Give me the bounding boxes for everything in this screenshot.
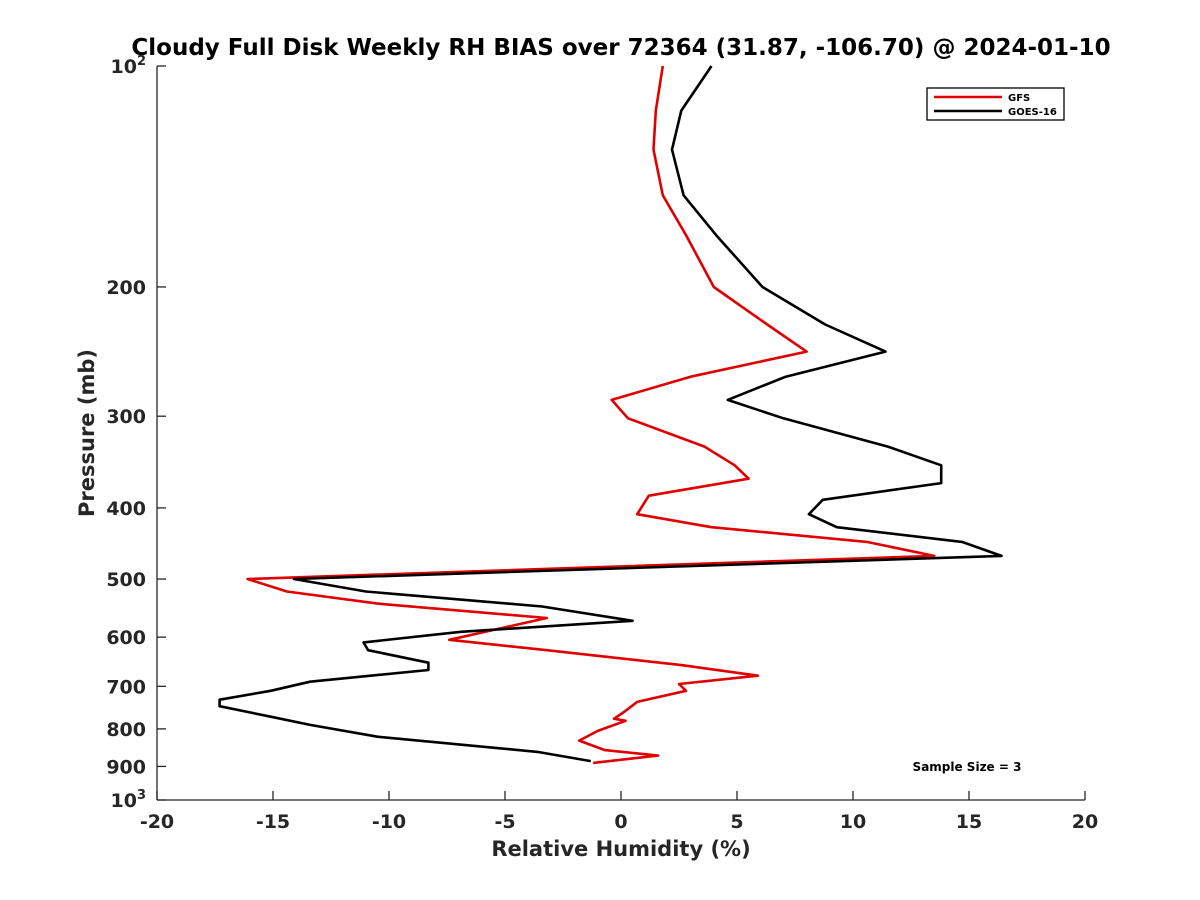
- y-tick-label: 600: [106, 627, 146, 649]
- y-tick-label: 200: [106, 277, 146, 299]
- legend: GFS GOES-16: [926, 87, 1065, 121]
- x-axis-label: Relative Humidity (%): [491, 837, 750, 861]
- y-tick-label: 103: [111, 788, 147, 812]
- y-tick-label: 800: [106, 719, 146, 741]
- y-tick-label: 700: [106, 676, 146, 698]
- legend-label: GOES-16: [1008, 107, 1057, 118]
- y-tick-label: 500: [106, 569, 146, 591]
- y-tick-label-base: 10: [111, 56, 137, 78]
- series-goes-16: [218, 65, 1003, 763]
- x-tick-label: -15: [256, 811, 290, 833]
- y-tick-label: 300: [106, 406, 146, 428]
- y-tick-label: 900: [106, 756, 146, 778]
- x-tick-label: 0: [614, 811, 627, 833]
- series-line: [218, 65, 1003, 763]
- y-tick-label-exponent: 2: [137, 54, 146, 69]
- series-layer: [218, 65, 1003, 765]
- y-tick-label: 400: [106, 498, 146, 520]
- x-tick-label: -20: [140, 811, 174, 833]
- x-tick-label: 15: [956, 811, 982, 833]
- series-line: [246, 65, 936, 765]
- y-axis-label: Pressure (mb): [75, 349, 99, 517]
- x-tick-label: -10: [372, 811, 406, 833]
- x-tick-label: -5: [494, 811, 515, 833]
- x-axis-ticks: -20 -15 -10 -5 0 5 10 15 20: [140, 791, 1098, 833]
- x-tick-label: 10: [840, 811, 866, 833]
- series-gfs: [246, 65, 936, 765]
- x-tick-label: 20: [1072, 811, 1098, 833]
- legend-label: GFS: [1008, 93, 1030, 104]
- x-tick-label: 5: [730, 811, 743, 833]
- y-tick-label-exponent: 3: [137, 788, 146, 803]
- legend-box: [926, 87, 1065, 121]
- axes-layer: [156, 66, 1085, 801]
- sample-size-annotation: Sample Size = 3: [913, 760, 1022, 774]
- y-tick-label-base: 10: [111, 790, 137, 812]
- y-tick-label: 102: [111, 54, 147, 78]
- chart-title: Cloudy Full Disk Weekly RH BIAS over 723…: [131, 35, 1110, 61]
